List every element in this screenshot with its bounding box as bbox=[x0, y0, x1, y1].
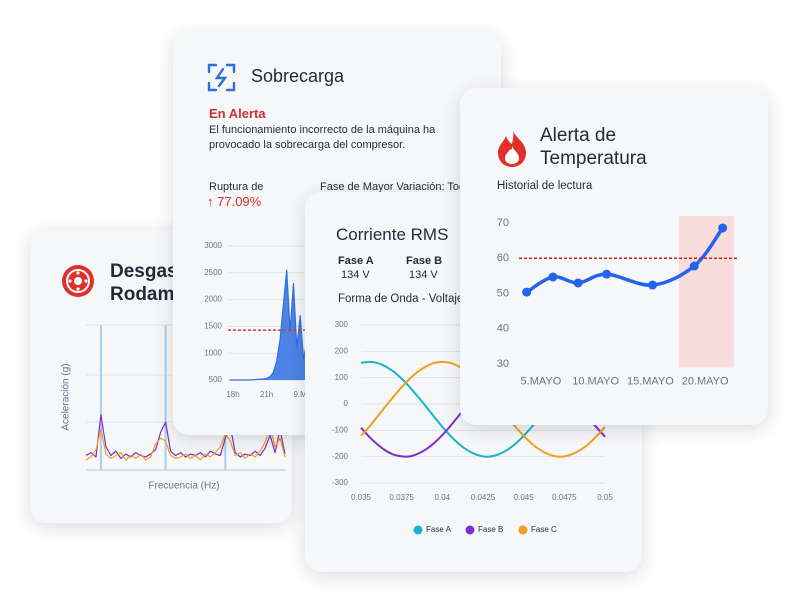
area bbox=[229, 270, 307, 380]
icon-ball bbox=[76, 271, 80, 275]
x-tick-label: 18h bbox=[226, 390, 239, 399]
icon-ball bbox=[68, 279, 72, 283]
point bbox=[718, 223, 728, 233]
y-tick-label: -100 bbox=[332, 425, 349, 434]
point bbox=[548, 272, 558, 282]
legend-swatch bbox=[465, 525, 475, 535]
legend-label: Fase A bbox=[426, 525, 452, 534]
icon-bolt bbox=[214, 67, 228, 88]
y-tick-label: 2000 bbox=[204, 295, 222, 304]
phase-value: 134 V bbox=[341, 269, 370, 281]
y-tick-label: -200 bbox=[332, 452, 349, 461]
kpi-label: Fase de Mayor Variación: Todo bbox=[320, 181, 472, 193]
x-tick-label: 0.04 bbox=[435, 493, 451, 502]
y-tick-label: 1500 bbox=[204, 322, 222, 331]
x-tick-label: 20.MAYO bbox=[682, 375, 729, 387]
x-tick-label: 5.MAYO bbox=[521, 375, 562, 387]
y-tick-label: 100 bbox=[335, 373, 349, 382]
y-tick-label: -300 bbox=[332, 478, 349, 487]
line bbox=[85, 425, 286, 461]
x-tick-label: 0.0475 bbox=[552, 493, 577, 502]
chart-title: Historial de lectura bbox=[497, 180, 593, 192]
icon-ball bbox=[84, 279, 88, 283]
chart: 70 60 50 40 30 5.MAYO 10.MAYO 15.MAYO 20.MAYO His… bbox=[497, 130, 738, 387]
phase-name: Fase B bbox=[406, 255, 443, 267]
card-title: Sobrecarga bbox=[251, 66, 345, 86]
point bbox=[522, 287, 532, 297]
y-tick-label: 60 bbox=[497, 252, 509, 264]
icon-ring bbox=[66, 269, 90, 293]
y-tick-label: 50 bbox=[497, 287, 509, 299]
x-axis-label: Frecuencia (Hz) bbox=[148, 481, 219, 492]
point bbox=[573, 278, 583, 288]
y-axis-label: Aceleración (g) bbox=[61, 363, 72, 430]
card-title: Alerta de Temperatura bbox=[540, 125, 647, 169]
point bbox=[602, 269, 612, 279]
bearing-icon bbox=[62, 265, 94, 297]
icon-hub bbox=[74, 277, 82, 285]
y-tick-label: 200 bbox=[335, 346, 349, 355]
x-tick-label: 9.M bbox=[293, 390, 307, 399]
icon-corner bbox=[207, 63, 218, 74]
x-tick-label: 10.MAYO bbox=[572, 375, 619, 387]
y-tick-label: 1000 bbox=[204, 348, 222, 357]
x-tick-label: 21h bbox=[260, 390, 273, 399]
highlight-band bbox=[678, 216, 734, 368]
icon-corner bbox=[225, 81, 236, 92]
up-arrow: ↑ bbox=[207, 194, 218, 209]
chart-title: Forma de Onda - Voltaje bbox=[338, 293, 463, 305]
status: En Alerta bbox=[209, 106, 266, 121]
y-tick-label: 3000 bbox=[204, 241, 222, 250]
x-tick-label: 0.0425 bbox=[471, 493, 496, 502]
flame-inner bbox=[505, 146, 519, 164]
icon-corner bbox=[207, 81, 218, 92]
y-tick-label: 0 bbox=[344, 399, 349, 408]
phase-name: Fase A bbox=[338, 255, 374, 267]
chart: Frecuencia (Hz) Aceleración (g) bbox=[61, 265, 286, 492]
legend-label: Fase C bbox=[531, 525, 557, 534]
line bbox=[229, 269, 308, 381]
y-tick-label: 70 bbox=[497, 217, 509, 229]
phase-value: 134 V bbox=[409, 269, 438, 281]
point bbox=[689, 261, 699, 271]
card-temperature: 70 60 50 40 30 5.MAYO 10.MAYO 15.MAYO 20.MAYO His… bbox=[460, 88, 768, 425]
x-tick-label: 15.MAYO bbox=[627, 375, 674, 387]
overload-icon bbox=[207, 63, 236, 92]
x-tick-label: 0.05 bbox=[597, 493, 613, 502]
card-title: Corriente RMS bbox=[336, 225, 449, 244]
x-tick-label: 0.0375 bbox=[389, 493, 414, 502]
point bbox=[648, 280, 658, 290]
icon-ball bbox=[76, 287, 80, 291]
y-tick-label: 30 bbox=[497, 358, 509, 370]
y-tick-label: 500 bbox=[209, 375, 223, 384]
legend-label: Fase B bbox=[478, 525, 503, 534]
y-tick-label: 300 bbox=[335, 320, 349, 329]
legend-swatch bbox=[413, 525, 423, 535]
kpi-value: 77.09% bbox=[217, 194, 262, 209]
legend-swatch bbox=[518, 525, 528, 535]
x-tick-label: 0.035 bbox=[351, 493, 372, 502]
line bbox=[85, 414, 286, 459]
description: El funcionamiento incorrecto de la máqui… bbox=[209, 124, 436, 151]
kpi-label: Ruptura de bbox=[209, 181, 264, 193]
kpi: ↑ 77.09% bbox=[207, 194, 261, 209]
y-tick-label: 2500 bbox=[204, 268, 222, 277]
icon-corner bbox=[225, 63, 236, 74]
x-tick-label: 0.045 bbox=[514, 493, 535, 502]
y-tick-label: 40 bbox=[497, 323, 509, 335]
